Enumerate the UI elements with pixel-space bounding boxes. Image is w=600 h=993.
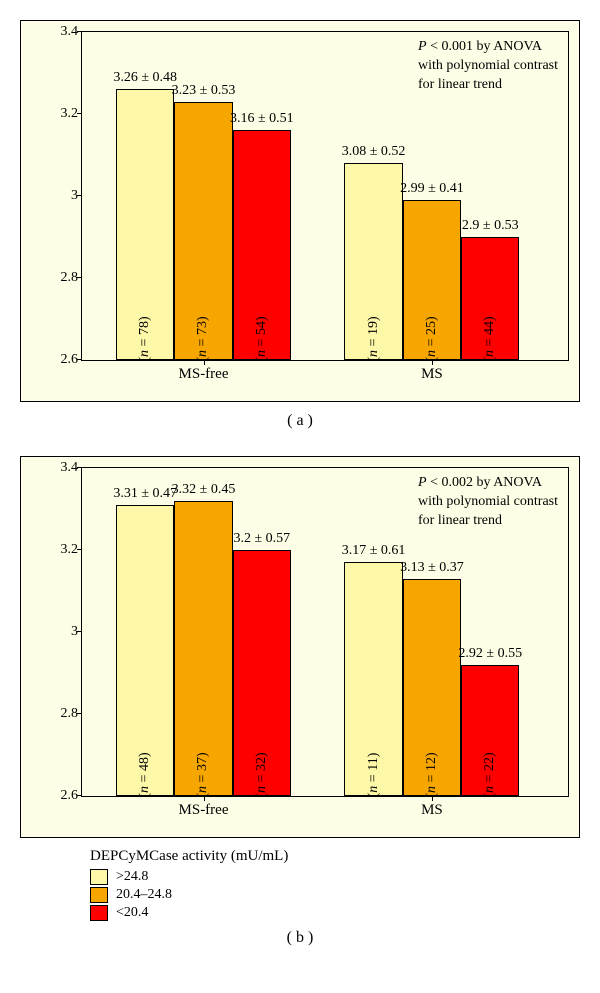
- y-tick-label: 2.8: [61, 270, 79, 286]
- y-tick-label: 3.2: [61, 106, 79, 122]
- legend-label: >24.8: [116, 869, 148, 885]
- y-tick-label: 2.6: [61, 788, 79, 804]
- legend-title: DEPCyMCase activity (mU/mL): [90, 848, 580, 865]
- bar-value-label: 3.2 ± 0.57: [233, 531, 290, 547]
- annotation-line2: with polynomial contrast: [418, 494, 558, 509]
- bar-value-label: 3.32 ± 0.45: [172, 482, 236, 498]
- bar-n-label: (n = 37): [195, 752, 211, 797]
- x-tick-label: MS-free: [179, 802, 229, 819]
- bar-n-label: (n = 19): [366, 316, 382, 361]
- legend-swatch: [90, 887, 108, 903]
- bar-n-label: (n = 11): [366, 753, 382, 798]
- bar-value-label: 3.08 ± 0.52: [342, 144, 406, 160]
- legend-item: >24.8: [90, 869, 580, 885]
- y-tick-label: 2.6: [61, 352, 79, 368]
- bar-value-label: 3.31 ± 0.47: [113, 486, 177, 502]
- subplot-label-a: ( a ): [20, 412, 580, 430]
- bar: (n = 48): [116, 505, 174, 796]
- legend-swatch: [90, 905, 108, 921]
- bar-n-label: (n = 32): [254, 752, 270, 797]
- bar-n-label: (n = 22): [482, 752, 498, 797]
- anova-annotation-a: P < 0.001 by ANOVA with polynomial contr…: [418, 38, 558, 95]
- annotation-line1: P < 0.001 by ANOVA: [418, 39, 542, 54]
- legend-swatch: [90, 869, 108, 885]
- anova-annotation-b: P < 0.002 by ANOVA with polynomial contr…: [418, 474, 558, 531]
- bar-value-label: 3.13 ± 0.37: [400, 560, 464, 576]
- chart-panel-b: LDL-cholesterol/Apo B ratio (mmol/g) P <…: [20, 456, 580, 838]
- legend-label: 20.4–24.8: [116, 887, 172, 903]
- y-tick-label: 3.4: [61, 24, 79, 40]
- bar-n-label: (n = 54): [254, 316, 270, 361]
- bar-value-label: 3.17 ± 0.61: [342, 543, 406, 559]
- bar-value-label: 3.16 ± 0.51: [230, 111, 294, 127]
- bar: (n = 11): [344, 562, 402, 796]
- bar: (n = 32): [233, 550, 291, 796]
- y-tick-label: 3: [71, 624, 78, 640]
- y-tick-label: 3: [71, 188, 78, 204]
- bar: (n = 44): [461, 237, 519, 360]
- y-tick-label: 3.2: [61, 542, 79, 558]
- legend-item: 20.4–24.8: [90, 887, 580, 903]
- bar: (n = 78): [116, 89, 174, 360]
- bar-value-label: 2.9 ± 0.53: [462, 218, 519, 234]
- bar-value-label: 2.92 ± 0.55: [458, 646, 522, 662]
- bar-n-label: (n = 44): [482, 316, 498, 361]
- x-tick-label: MS: [421, 802, 443, 819]
- chart-panel-a: LDL-cholesterol/Apo B ratio (mmol/g) P <…: [20, 20, 580, 402]
- legend-label: <20.4: [116, 905, 148, 921]
- plot-area-b: P < 0.002 by ANOVA with polynomial contr…: [81, 467, 569, 797]
- x-tick-label: MS-free: [179, 366, 229, 383]
- annotation-line2: with polynomial contrast: [418, 58, 558, 73]
- annotation-line3: for linear trend: [418, 513, 502, 528]
- bar-n-label: (n = 78): [137, 316, 153, 361]
- bar-value-label: 2.99 ± 0.41: [400, 181, 464, 197]
- y-tick-label: 2.8: [61, 706, 79, 722]
- plot-area-a: P < 0.001 by ANOVA with polynomial contr…: [81, 31, 569, 361]
- bar-value-label: 3.23 ± 0.53: [172, 83, 236, 99]
- bar: (n = 25): [403, 200, 461, 360]
- x-tick-label: MS: [421, 366, 443, 383]
- bar: (n = 19): [344, 163, 402, 360]
- y-tick-label: 3.4: [61, 460, 79, 476]
- bar: (n = 12): [403, 579, 461, 796]
- subplot-label-b: ( b ): [20, 929, 580, 947]
- legend-item: <20.4: [90, 905, 580, 921]
- bar: (n = 22): [461, 665, 519, 796]
- bar-n-label: (n = 12): [424, 752, 440, 797]
- bar: (n = 37): [174, 501, 232, 796]
- bar: (n = 73): [174, 102, 232, 360]
- bar-n-label: (n = 73): [195, 316, 211, 361]
- bar-n-label: (n = 48): [137, 752, 153, 797]
- annotation-line3: for linear trend: [418, 77, 502, 92]
- bar-n-label: (n = 25): [424, 316, 440, 361]
- bar-value-label: 3.26 ± 0.48: [113, 70, 177, 86]
- bar: (n = 54): [233, 130, 291, 360]
- annotation-line1: P < 0.002 by ANOVA: [418, 475, 542, 490]
- legend: DEPCyMCase activity (mU/mL) >24.8 20.4–24…: [90, 848, 580, 921]
